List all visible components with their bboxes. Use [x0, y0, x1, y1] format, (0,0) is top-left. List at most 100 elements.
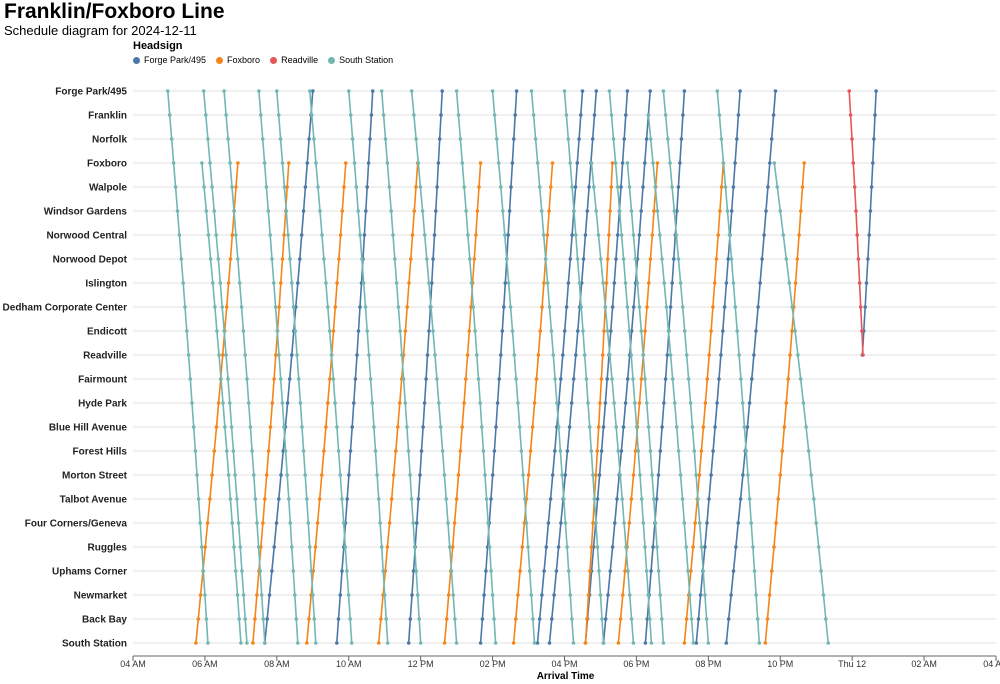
- stop-point: [529, 89, 534, 93]
- stop-point: [204, 113, 208, 117]
- stop-point: [434, 209, 438, 213]
- stop-point: [646, 113, 651, 117]
- stop-point: [447, 545, 452, 549]
- stop-point: [717, 113, 722, 117]
- stop-point: [599, 257, 603, 261]
- stop-point: [243, 353, 247, 357]
- stop-point: [492, 449, 497, 453]
- stop-point: [214, 233, 218, 237]
- stop-point: [754, 593, 758, 597]
- stop-point: [422, 401, 427, 405]
- stop-point: [171, 161, 176, 165]
- stop-point: [408, 617, 413, 621]
- stop-point: [707, 497, 711, 501]
- stop-point: [855, 233, 859, 237]
- stop-point: [232, 545, 236, 549]
- stop-point: [601, 425, 606, 429]
- stop-point: [347, 89, 351, 93]
- station-label: Forest Hills: [73, 447, 128, 458]
- stop-point: [651, 545, 655, 549]
- station-label: Four Corners/Geneva: [25, 519, 128, 530]
- stop-point: [500, 329, 505, 333]
- stop-point: [678, 473, 683, 477]
- stop-point: [317, 497, 322, 501]
- stop-point: [614, 425, 618, 429]
- trip-line: [861, 90, 877, 356]
- stop-point: [631, 305, 636, 309]
- stop-point: [597, 473, 602, 477]
- stop-point: [633, 257, 638, 261]
- stop-point: [490, 89, 495, 93]
- stop-point: [576, 329, 580, 333]
- stop-point: [383, 137, 388, 141]
- stop-point: [786, 377, 790, 381]
- stop-point: [611, 137, 616, 141]
- stop-point: [594, 521, 598, 525]
- stop-point: [387, 185, 392, 189]
- stop-point: [529, 593, 534, 597]
- stop-point: [350, 425, 355, 429]
- stop-point: [352, 401, 356, 405]
- stop-point: [480, 617, 485, 621]
- stop-point: [285, 401, 290, 405]
- stop-point: [422, 233, 427, 237]
- stop-point: [420, 209, 425, 213]
- trip-line: [602, 90, 651, 644]
- stop-point: [166, 89, 170, 93]
- stop-point: [598, 401, 602, 405]
- stop-point: [352, 161, 357, 165]
- stop-point: [868, 209, 873, 213]
- stop-point: [623, 569, 627, 573]
- stop-point: [348, 617, 353, 621]
- stop-point: [643, 329, 647, 333]
- stop-point: [409, 257, 413, 261]
- stop-point: [802, 161, 806, 165]
- stop-point: [418, 473, 422, 477]
- stop-point: [226, 473, 231, 477]
- stop-point: [409, 89, 414, 93]
- stop-point: [599, 377, 604, 381]
- stop-point: [468, 257, 472, 261]
- trip-line: [479, 90, 518, 644]
- stop-point: [686, 377, 691, 381]
- stop-point: [769, 137, 774, 141]
- stop-point: [356, 209, 361, 213]
- stop-point: [338, 233, 343, 237]
- stop-point: [660, 257, 664, 261]
- x-tick-label: 04 AM: [120, 659, 146, 669]
- stop-point: [542, 569, 546, 573]
- stop-point: [697, 473, 702, 477]
- stop-point: [686, 569, 690, 573]
- stop-point: [699, 545, 704, 549]
- stop-point: [858, 305, 863, 309]
- stop-point: [731, 185, 736, 189]
- stop-point: [538, 329, 543, 333]
- stop-point: [733, 305, 738, 309]
- stop-point: [614, 257, 618, 261]
- stop-point: [259, 593, 264, 597]
- x-tick-label: 10 PM: [767, 659, 793, 669]
- stop-point: [203, 545, 208, 549]
- stop-point: [348, 449, 353, 453]
- stop-point: [467, 329, 472, 333]
- stop-point: [375, 473, 379, 477]
- stop-point: [766, 185, 770, 189]
- stop-point: [627, 329, 632, 333]
- stop-point: [869, 185, 874, 189]
- stop-point: [672, 401, 677, 405]
- stop-point: [655, 161, 660, 165]
- stop-point: [193, 449, 198, 453]
- stop-point: [788, 353, 792, 357]
- stop-point: [553, 449, 557, 453]
- stop-point: [577, 281, 582, 285]
- stop-point: [453, 617, 457, 621]
- stop-point: [495, 401, 500, 405]
- stop-point: [524, 521, 529, 525]
- stop-point: [574, 353, 578, 357]
- stop-point: [236, 521, 241, 525]
- stop-point: [387, 521, 392, 525]
- stop-point: [712, 281, 717, 285]
- stop-point: [285, 185, 290, 189]
- stop-point: [313, 545, 318, 549]
- stop-point: [296, 377, 301, 381]
